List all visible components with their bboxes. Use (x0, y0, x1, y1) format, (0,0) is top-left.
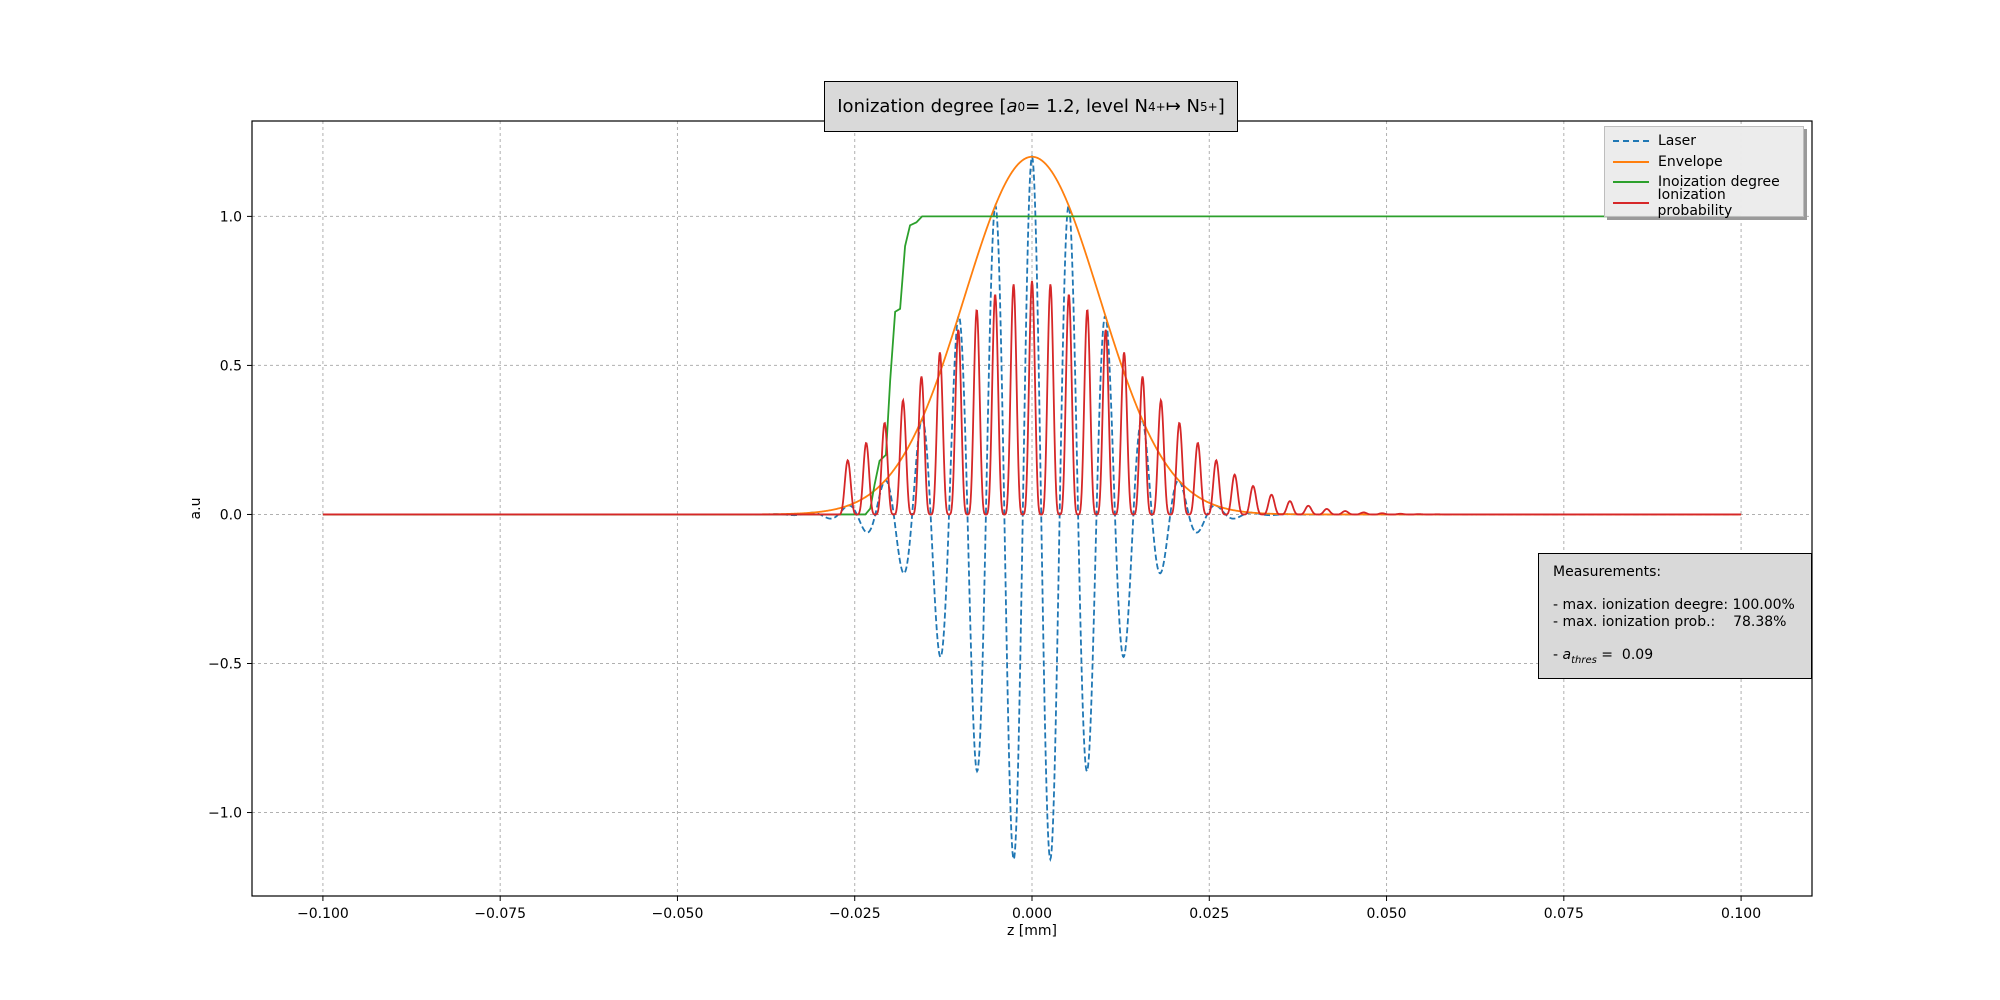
legend-item-ionization-probability: Ionization probability (1613, 187, 1803, 219)
x-tick-label: 0.000 (1012, 906, 1052, 922)
measurements-max-prob: - max. ionization prob.: 78.38% (1553, 613, 1787, 630)
x-tick-label: −0.050 (652, 906, 704, 922)
y-tick-label: −0.5 (208, 657, 242, 673)
legend-label-ionization-probability: Ionization probability (1657, 186, 1733, 219)
x-axis-label: z [mm] (1007, 923, 1057, 939)
series-envelope (322, 155, 1742, 516)
x-tick-label: −0.025 (829, 906, 881, 922)
legend-item-laser: Laser (1613, 131, 1696, 151)
legend-swatch-ionization-probability (1613, 201, 1649, 204)
y-tick-label: 0.0 (220, 507, 242, 523)
legend-label-laser: Laser (1658, 133, 1697, 149)
legend-swatch-ionization-degree (1613, 181, 1649, 183)
threshold-prefix: - (1553, 646, 1563, 663)
series-ionization-probability (322, 280, 1742, 516)
y-tick-label: −1.0 (208, 806, 242, 822)
legend-swatch-envelope (1613, 160, 1649, 163)
title-a0-value: = 1.2, level N (1025, 96, 1149, 117)
title-prefix: Ionization degree [ (837, 96, 1007, 117)
x-tick-label: 0.050 (1366, 906, 1406, 922)
tick-layer: −0.100 −0.075 −0.050 −0.025 0.000 0.025 0.050 0… (208, 209, 1761, 922)
y-tick-label: 0.5 (220, 358, 242, 374)
x-tick-label: −0.075 (474, 906, 526, 922)
title-ion-to: 5+ (1200, 99, 1218, 114)
title-a0-sub: 0 (1017, 99, 1026, 114)
threshold-sub: thres (1571, 654, 1597, 666)
x-tick-label: 0.075 (1544, 906, 1584, 922)
legend-item-envelope: Envelope (1613, 152, 1723, 172)
measurements-box: Measurements: - max. ionization deegre: … (1538, 553, 1812, 679)
x-tick-label: 0.100 (1721, 906, 1761, 922)
threshold-symbol: a (1562, 646, 1572, 663)
measurements-spacer (1553, 581, 1811, 598)
measurements-max-degree: - max. ionization deegre: 100.00% (1553, 597, 1795, 613)
y-tick-label: 1.0 (220, 209, 242, 225)
legend-item-ionization-degree: Inoization degree (1613, 172, 1780, 192)
title-suffix: ] (1217, 96, 1225, 117)
measurements-threshold: - athres = 0.09 (1553, 646, 1811, 666)
x-tick-label: 0.025 (1189, 906, 1229, 922)
y-axis-label: a.u (188, 498, 204, 520)
legend: Laser Envelope Inoization degree Ionizat… (1604, 126, 1804, 219)
title-ion-from: 4+ (1148, 99, 1166, 114)
threshold-value: = 0.09 (1596, 646, 1654, 663)
measurements-spacer-2 (1553, 630, 1811, 647)
title-arrow: ↦ N (1165, 96, 1201, 117)
grid (252, 121, 1812, 896)
title-a0-symbol: a (1006, 96, 1018, 117)
legend-label-ionization-degree: Inoization degree (1658, 174, 1780, 190)
legend-label-envelope: Envelope (1658, 153, 1723, 170)
legend-swatch-laser (1613, 140, 1649, 142)
measurements-header: Measurements: (1553, 564, 1662, 580)
series-layer (322, 153, 1742, 863)
x-tick-label: −0.100 (297, 906, 349, 922)
